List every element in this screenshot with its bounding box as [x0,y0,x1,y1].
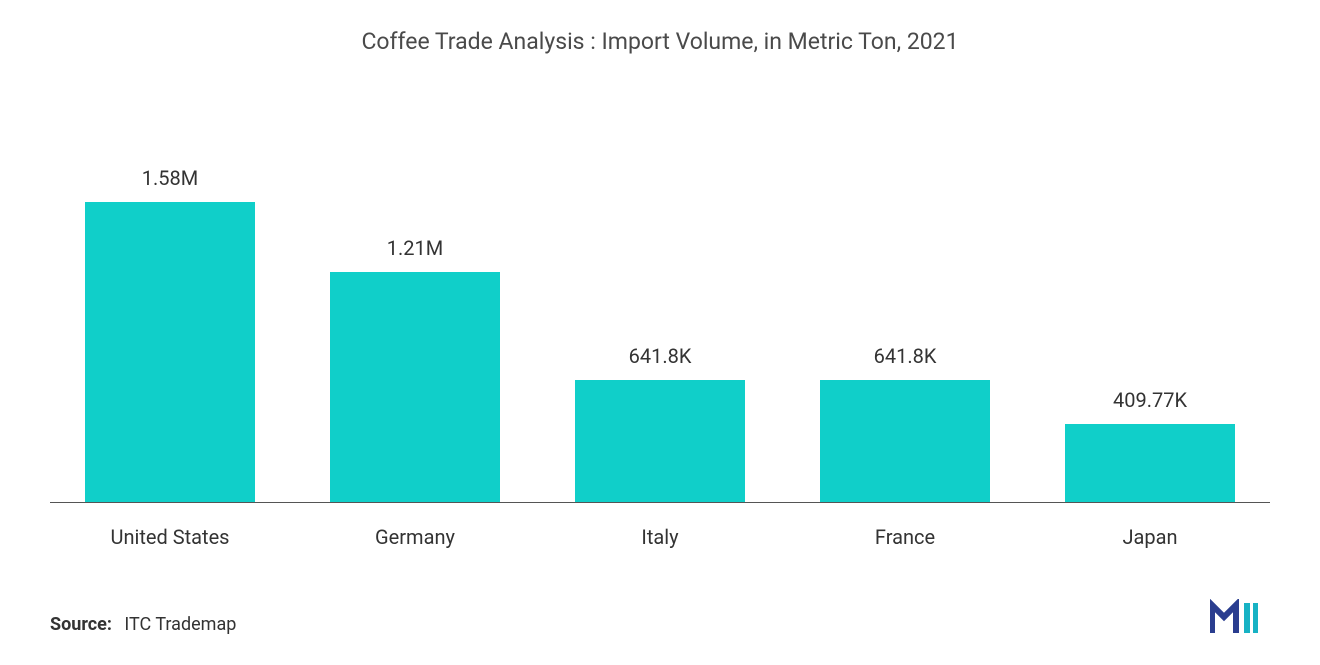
bar [820,380,990,502]
logo-bar-icon [1253,603,1258,633]
x-axis-label: France [815,525,995,549]
source-citation: Source: ITC Trademap [50,614,236,635]
logo-bar-icon [1244,603,1250,633]
bar-value-label: 641.8K [874,344,937,368]
x-axis-label: Germany [325,525,505,549]
bar-value-label: 1.21M [387,236,443,260]
bar [85,202,255,502]
x-axis-label: Japan [1060,525,1240,549]
bar-value-label: 1.58M [142,166,198,190]
bar-group: 1.58M [80,166,260,502]
x-axis-label: United States [80,525,260,549]
chart-plot-area: 1.58M 1.21M 641.8K 641.8K 409.77K [50,165,1270,503]
source-value: ITC Trademap [124,614,236,635]
bar-value-label: 409.77K [1113,388,1187,412]
brand-logo [1210,599,1260,635]
chart-container: Coffee Trade Analysis : Import Volume, i… [0,0,1320,665]
bar-value-label: 641.8K [629,344,692,368]
source-prefix: Source: [50,614,112,635]
bar-group: 641.8K [570,344,750,502]
logo-m-icon [1212,605,1236,633]
bar-group: 1.21M [325,236,505,502]
chart-title: Coffee Trade Analysis : Import Volume, i… [50,28,1270,55]
x-axis-label: Italy [570,525,750,549]
bar [330,272,500,502]
bar [575,380,745,502]
chart-footer: Source: ITC Trademap [50,599,1270,635]
bar-group: 641.8K [815,344,995,502]
bar-group: 409.77K [1060,388,1240,502]
bar [1065,424,1235,502]
x-axis-labels: United States Germany Italy France Japan [50,525,1270,549]
